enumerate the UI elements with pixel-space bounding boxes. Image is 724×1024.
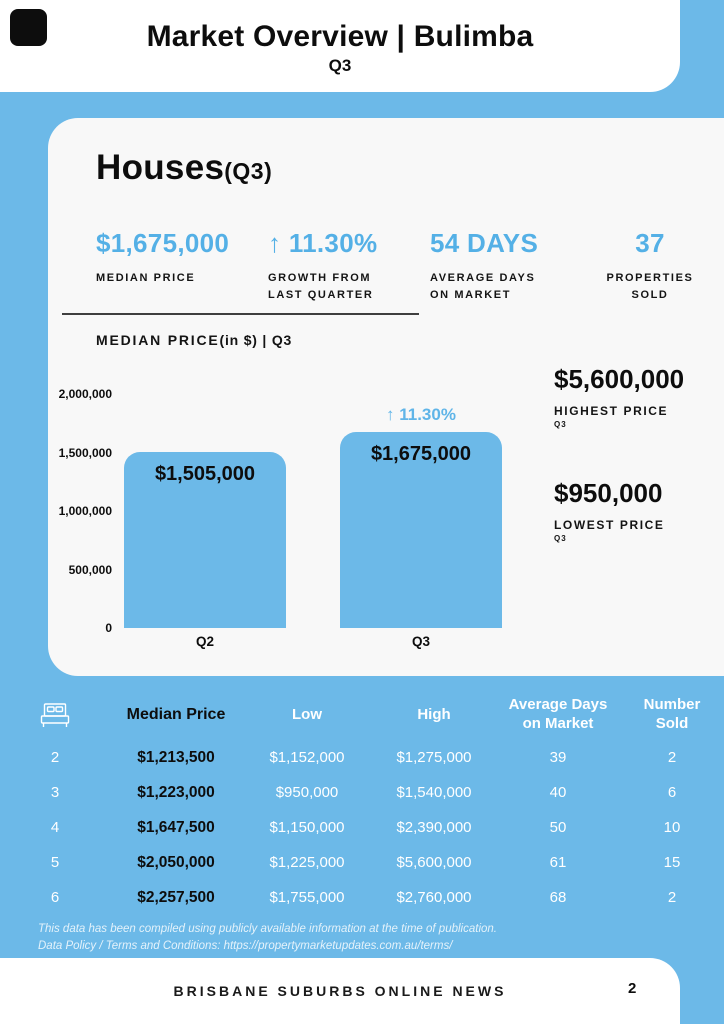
chart-title-suffix: (in $) | Q3 xyxy=(219,332,293,348)
stat-growth: ↑ 11.30% GROWTH FROM LAST QUARTER xyxy=(268,228,430,304)
callout-sub: Q3 xyxy=(554,420,567,429)
table-cell: $1,152,000 xyxy=(269,749,345,766)
table-body: 2 $1,213,500 $1,152,000 $1,275,000 39 2 3 $1,22… xyxy=(0,740,724,915)
y-axis-tick-label: 2,000,000 xyxy=(58,387,112,401)
x-axis-label-q2: Q2 xyxy=(195,634,214,649)
bed-icon xyxy=(0,701,110,729)
table-cell: 3 xyxy=(50,784,60,801)
table-cell: 61 xyxy=(549,854,567,871)
table-cell: $2,050,000 xyxy=(137,853,215,871)
highest-price-callout: $5,600,000 HIGHEST PRICE Q3 xyxy=(554,364,684,429)
stat-properties-sold: 37 PROPERTIES SOLD xyxy=(588,228,712,304)
y-axis-tick-label: 500,000 xyxy=(68,562,112,577)
table-cell: $1,150,000 xyxy=(269,819,345,836)
column-header-low: Low xyxy=(292,705,322,723)
table-cell: 40 xyxy=(549,784,567,801)
table-cell: 6 xyxy=(667,784,677,801)
table-cell: 2 xyxy=(667,749,677,766)
lowest-price-callout: $950,000 LOWEST PRICE Q3 xyxy=(554,478,665,543)
table-cell: $1,213,500 xyxy=(137,748,215,766)
stat-label: AVERAGE DAYS ON MARKET xyxy=(430,272,536,302)
stat-value: ↑ 11.30% xyxy=(268,228,378,258)
header: Market Overview | Bulimba Q3 xyxy=(0,0,680,92)
divider-line xyxy=(62,313,419,315)
disclaimer-line: This data has been compiled using public… xyxy=(38,923,497,935)
disclaimer-line: Data Policy / Terms and Conditions: http… xyxy=(38,940,453,953)
bar-value-label: $1,505,000 xyxy=(154,463,256,485)
table-cell: 39 xyxy=(549,749,567,766)
callout-label: LOWEST PRICE xyxy=(554,518,665,532)
bar-q3: $1,675,000 xyxy=(340,432,502,628)
footer-text: BRISBANE SUBURBS ONLINE NEWS xyxy=(173,983,507,999)
table-cell: 15 xyxy=(663,854,681,871)
table-cell: $1,223,000 xyxy=(137,783,215,801)
table-cell: 5 xyxy=(50,854,60,871)
page-subtitle: Q3 xyxy=(328,56,352,75)
table-row: 3 $1,223,000 $950,000 $1,540,000 40 6 xyxy=(0,775,724,810)
page-number: 2 xyxy=(628,980,637,997)
column-header-high: High xyxy=(417,705,451,723)
table-cell: $1,755,000 xyxy=(269,889,345,906)
table-cell: $1,275,000 xyxy=(396,749,472,766)
disclaimer: This data has been compiled using public… xyxy=(38,921,497,956)
stat-value: 37 xyxy=(635,228,665,258)
table-row: 6 $2,257,500 $1,755,000 $2,760,000 68 2 xyxy=(0,880,724,915)
column-header-sold: Number Sold xyxy=(643,696,701,732)
table-cell: $5,600,000 xyxy=(396,854,472,871)
table-cell: $1,540,000 xyxy=(396,784,472,801)
table-cell: 2 xyxy=(50,749,60,766)
growth-annotation: ↑ 11.30% xyxy=(386,405,456,425)
callout-value: $5,600,000 xyxy=(554,364,685,394)
callout-value: $950,000 xyxy=(554,478,663,508)
table-row: 2 $1,213,500 $1,152,000 $1,275,000 39 2 xyxy=(0,740,724,775)
table-cell: 10 xyxy=(663,819,681,836)
stat-median-price: $1,675,000 MEDIAN PRICE xyxy=(96,228,268,304)
table-header-row: Median Price Low High Average Days on Ma… xyxy=(0,690,724,740)
logo-mark xyxy=(10,9,47,46)
page-title: Market Overview | Bulimba xyxy=(146,20,534,53)
callout-sub: Q3 xyxy=(554,534,567,543)
table-cell: 4 xyxy=(50,819,60,836)
bar-value-label: $1,675,000 xyxy=(370,443,472,465)
stat-label: MEDIAN PRICE xyxy=(96,272,196,284)
table-cell: $2,760,000 xyxy=(396,889,472,906)
table-cell: 6 xyxy=(50,889,60,906)
y-axis-tick-label: 0 xyxy=(105,621,112,635)
table-row: 5 $2,050,000 $1,225,000 $5,600,000 61 15 xyxy=(0,845,724,880)
y-axis-tick-label: 1,500,000 xyxy=(58,445,112,460)
chart-title: MEDIAN PRICE(in $) | Q3 xyxy=(96,332,292,348)
callout-label: HIGHEST PRICE xyxy=(554,404,669,418)
table-cell: 50 xyxy=(549,819,567,836)
houses-card: Houses(Q3) $1,675,000 MEDIAN PRICE ↑ 11.… xyxy=(48,118,724,676)
column-header-median: Median Price xyxy=(126,706,226,723)
table-row: 4 $1,647,500 $1,150,000 $2,390,000 50 10 xyxy=(0,810,724,845)
x-axis-label-q3: Q3 xyxy=(411,634,430,649)
stat-days-on-market: 54 DAYS AVERAGE DAYS ON MARKET xyxy=(430,228,588,304)
stats-row: $1,675,000 MEDIAN PRICE ↑ 11.30% GROWTH … xyxy=(96,228,712,304)
bedrooms-table: Median Price Low High Average Days on Ma… xyxy=(0,690,724,915)
section-title-suffix: (Q3) xyxy=(224,158,273,184)
bar-q2: $1,505,000 xyxy=(124,452,286,628)
table-cell: $1,647,500 xyxy=(137,818,215,836)
y-axis-tick-label: 1,000,000 xyxy=(58,504,112,518)
stat-label: GROWTH FROM LAST QUARTER xyxy=(268,272,374,302)
footer: BRISBANE SUBURBS ONLINE NEWS 2 xyxy=(0,958,680,1024)
column-header-days: Average Days on Market xyxy=(508,696,608,732)
table-cell: 68 xyxy=(549,889,567,906)
stat-value: $1,675,000 xyxy=(96,228,230,258)
table-cell: $1,225,000 xyxy=(269,854,345,871)
section-title-main: Houses xyxy=(96,148,225,187)
section-title: Houses(Q3) xyxy=(96,148,272,188)
stat-value: 54 DAYS xyxy=(430,228,539,258)
table-cell: 2 xyxy=(667,889,677,906)
table-cell: $2,390,000 xyxy=(396,819,472,836)
table-cell: $2,257,500 xyxy=(137,888,215,906)
table-cell: $950,000 xyxy=(275,784,339,801)
stat-label: PROPERTIES SOLD xyxy=(606,272,694,302)
chart-title-main: MEDIAN PRICE xyxy=(96,332,220,348)
